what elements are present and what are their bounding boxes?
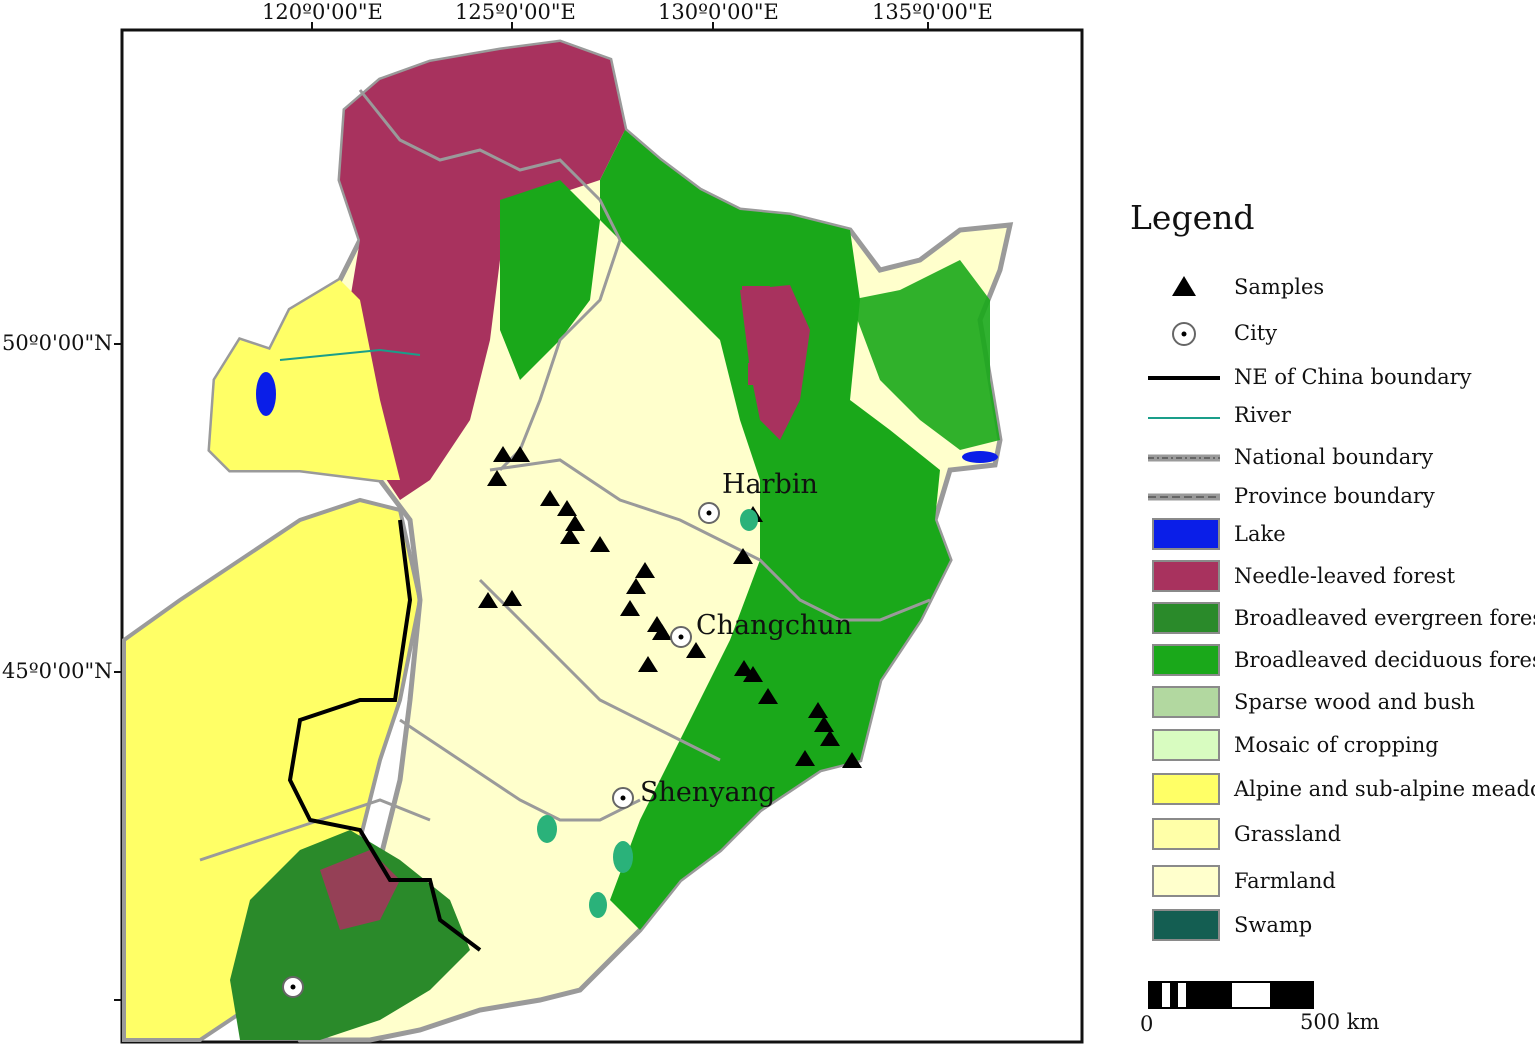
needle-leaved-forest-north <box>340 42 625 500</box>
lake-east <box>962 451 998 463</box>
legend-item-province-boundary: Province boundary <box>1146 479 1535 519</box>
broadleaf-forest-north-strip <box>500 180 600 380</box>
ne-china-boundary <box>287 519 482 952</box>
latitude-label-50: 50º0'00"N <box>2 331 113 355</box>
swamp-swatch <box>1152 909 1220 941</box>
legend-item-grassland: Grassland <box>1146 817 1535 857</box>
legend-item-alpine-meadow: Alpine and sub-alpine meadow <box>1146 772 1535 812</box>
longitude-label-120: 120º0'00"E <box>262 0 383 24</box>
broadleaved-evergreen-forest-swatch <box>1152 602 1220 634</box>
city-dot-icon <box>1172 322 1196 346</box>
city-markers <box>282 502 720 998</box>
legend-item-sparse-wood-and-bush: Sparse wood and bush <box>1146 685 1535 725</box>
latitude-label-45: 45º0'00"N <box>2 659 113 683</box>
longitude-label-125: 125º0'00"E <box>455 0 576 24</box>
lake-west <box>256 372 276 416</box>
legend-item-broadleaved-deciduous-forest: Broadleaved deciduous forest <box>1146 643 1535 683</box>
scale-bar <box>1148 981 1314 1009</box>
broadleaf-forest-east <box>600 130 950 930</box>
legend-item-ne-boundary: NE of China boundary <box>1146 360 1535 400</box>
legend-item-river: River <box>1146 398 1535 438</box>
axis-ticks <box>114 22 929 1001</box>
green-markers <box>537 509 758 918</box>
thick-black-line-icon <box>1148 376 1220 380</box>
legend-item-swamp: Swamp <box>1146 908 1535 948</box>
needle-leaved-forest-swatch <box>1152 560 1220 592</box>
national-boundary-line-icon <box>1148 454 1220 462</box>
scale-start-label: 0 <box>1140 1012 1154 1036</box>
city-label-harbin: Harbin <box>722 469 818 500</box>
province-boundaries <box>199 89 931 862</box>
legend-item-national-boundary: National boundary <box>1146 440 1535 480</box>
province-boundary-line-icon <box>1148 493 1220 501</box>
legend-item-broadleaved-evergreen-forest: Broadleaved evergreen forest <box>1146 601 1535 641</box>
sample-points <box>478 446 862 768</box>
scale-end-label: 500 km <box>1300 1010 1380 1034</box>
longitude-label-135: 135º0'00"E <box>872 0 993 24</box>
alpine-meadow-swatch <box>1152 773 1220 805</box>
lake-swatch <box>1152 518 1220 550</box>
grassland-swatch <box>1152 818 1220 850</box>
legend-item-city: City <box>1146 316 1535 356</box>
legend-item-samples: Samples <box>1146 270 1535 310</box>
legend-item-farmland: Farmland <box>1146 864 1535 904</box>
farmland-swatch <box>1152 865 1220 897</box>
needle-patch-2 <box>748 363 768 385</box>
needle-leaved-forest-southwest <box>320 850 400 930</box>
legend-item-needle-leaved-forest: Needle-leaved forest <box>1146 559 1535 599</box>
longitude-label-130: 130º0'00"E <box>658 0 779 24</box>
mosaic-of-cropping-swatch <box>1152 729 1220 761</box>
alpine-meadow-west <box>210 280 400 480</box>
river-line-icon <box>1148 417 1220 419</box>
river <box>279 348 421 361</box>
sparse-wood-and-bush-swatch <box>1152 686 1220 718</box>
legend-item-mosaic-of-cropping: Mosaic of cropping <box>1146 728 1535 768</box>
broadleaved-deciduous-forest-swatch <box>1152 644 1220 676</box>
city-label-shenyang: Shenyang <box>640 777 776 808</box>
broadleaf-forest-northeast <box>850 260 1000 450</box>
legend-item-lake: Lake <box>1146 517 1535 557</box>
legend-title: Legend <box>1130 198 1255 237</box>
triangle-icon <box>1172 276 1196 296</box>
needle-patch-1 <box>742 286 770 304</box>
needle-leaved-forest-east <box>740 285 810 440</box>
city-label-changchun: Changchun <box>696 610 853 641</box>
outer-land <box>122 497 423 1042</box>
